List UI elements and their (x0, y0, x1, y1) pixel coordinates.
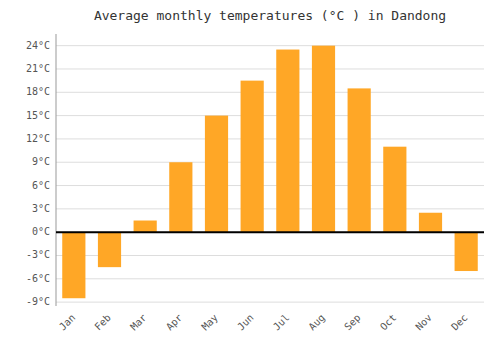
x-tick-label: Mar (128, 312, 149, 333)
bar (312, 46, 335, 233)
bar (419, 213, 442, 232)
bar (276, 50, 299, 233)
grid-line (56, 138, 484, 139)
bar (98, 232, 121, 267)
x-tick-label: Sep (342, 312, 363, 333)
grid-line (56, 68, 484, 69)
y-tick-label: 6°C (32, 180, 50, 191)
grid (56, 46, 484, 302)
grid-line (56, 208, 484, 209)
zero-line (56, 231, 484, 233)
x-tick-label: Oct (378, 312, 399, 333)
y-tick-label: 3°C (32, 203, 50, 214)
grid-line (56, 185, 484, 186)
bar (62, 232, 85, 298)
y-tick-label: 24°C (26, 40, 50, 51)
x-tick-label: May (199, 312, 220, 333)
y-tick-label: -6°C (26, 273, 50, 284)
x-tick-label: Dec (449, 312, 470, 333)
x-tick-label: Feb (92, 312, 113, 333)
grid-line (56, 232, 484, 233)
bars (62, 46, 478, 299)
x-tick-label: Jun (235, 312, 256, 333)
y-tick-label: 21°C (26, 63, 50, 74)
x-tick-label: Nov (413, 312, 434, 333)
y-tick-label: 18°C (26, 86, 50, 97)
y-tick-label: 0°C (32, 226, 50, 237)
y-tick-label: 12°C (26, 133, 50, 144)
grid-line (56, 115, 484, 116)
x-tick-label: Aug (306, 312, 327, 333)
bar (205, 116, 228, 233)
grid-line (56, 278, 484, 279)
bar (383, 147, 406, 232)
y-tick-label: 15°C (26, 110, 50, 121)
grid-line (56, 92, 484, 93)
title: Average monthly temperatures (°C ) in Da… (94, 8, 446, 23)
bar (455, 232, 478, 271)
grid-line (56, 302, 484, 303)
y-tick-label: -3°C (26, 249, 50, 260)
bar (134, 221, 157, 233)
bar (241, 81, 264, 233)
chart: Average monthly temperatures (°C ) in Da… (0, 0, 500, 350)
grid-line (56, 45, 484, 46)
x-tick-label: Apr (164, 312, 185, 333)
bar (348, 88, 371, 232)
x-tick-label: Jan (57, 312, 78, 333)
y-tick-label: 9°C (32, 156, 50, 167)
bar (169, 162, 192, 232)
y-axis-line (56, 34, 57, 306)
y-tick-label: -9°C (26, 296, 50, 307)
grid-line (56, 162, 484, 163)
x-tick-label: Jul (271, 312, 292, 333)
